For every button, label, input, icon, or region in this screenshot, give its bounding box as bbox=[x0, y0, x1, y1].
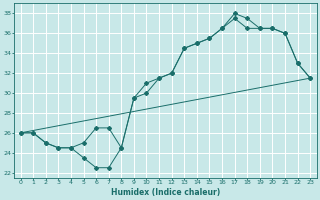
X-axis label: Humidex (Indice chaleur): Humidex (Indice chaleur) bbox=[111, 188, 220, 197]
